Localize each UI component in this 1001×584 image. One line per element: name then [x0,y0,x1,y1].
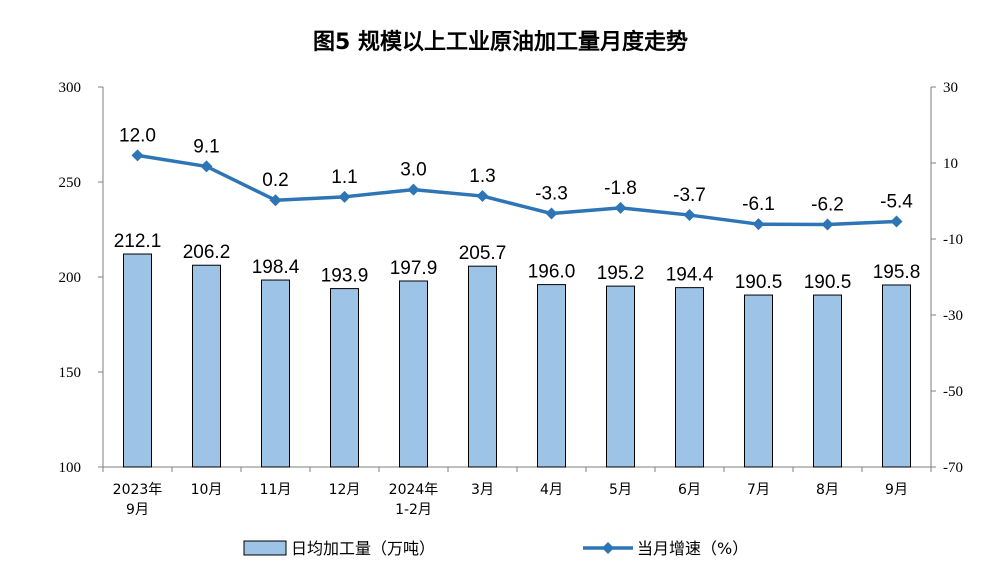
line-data-label: 1.3 [469,166,495,187]
bar [192,264,221,468]
x-category-label: 8月 [816,482,839,498]
x-category-label: 9月 [885,482,908,498]
right-tick-label: -70 [943,460,963,476]
bar [123,253,152,468]
x-category-label: 4月 [540,482,563,498]
line-data-label: -3.3 [535,184,568,205]
line-labels: 12.0 9.1 0.2 1.1 3.0 1.3 -3.3 -1.8 -3.7 -6.1 -6.2 -… [119,125,913,215]
bar-data-label: 212.1 [114,231,162,252]
x-category-label: 6月 [678,482,701,498]
line-point [269,194,282,207]
line-data-label: 0.2 [262,170,288,191]
right-tick-label: -50 [943,384,963,400]
bar [468,265,497,468]
bar-data-label: 206.2 [183,242,231,263]
bar-data-label: 195.8 [873,262,921,283]
line-point [821,218,834,231]
bar [813,294,842,468]
line-point [752,218,765,231]
legend-line-marker [602,542,614,554]
bar-data-label: 194.4 [666,265,714,286]
legend: 日均加工量（万吨） 当月增速（%） [243,539,748,558]
legend-bar-label: 日均加工量（万吨） [291,539,435,558]
bar-data-label: 198.4 [252,257,300,278]
right-tick-label: 30 [943,80,958,96]
line-point [614,201,627,214]
left-tick-label: 200 [59,270,82,286]
x-category-label: 5月 [609,482,632,498]
line-point [200,160,213,173]
bar-data-label: 190.5 [735,272,783,293]
line-point [407,183,420,196]
line-data-label: 1.1 [331,167,357,188]
line-data-label: 12.0 [119,125,156,146]
x-category-label: 12月 [329,482,361,498]
bar-data-label: 197.9 [390,258,438,279]
x-category-label: 10月 [191,482,223,498]
line-point [545,207,558,220]
bar [606,285,635,468]
right-tick-label: -10 [943,232,963,248]
line-data-label: 9.1 [193,136,219,157]
x-category-label: 3月 [471,482,494,498]
legend-bar-swatch [243,540,287,556]
line-data-label: -3.7 [673,185,706,206]
bar-data-label: 205.7 [459,243,507,264]
bar-data-label: 190.5 [804,272,852,293]
x-category-label: 9月 [126,502,149,518]
axes: 100 150 200 250 300 -70 -50 -30 -10 10 30 [59,80,964,476]
bar [261,279,290,468]
bar-labels: 212.1 206.2 198.4 193.9 197.9 205.7 196.0 195.2… [114,231,921,293]
bar [675,287,704,468]
x-category-label: 7月 [747,482,770,498]
legend-line-label: 当月增速（%） [637,539,748,558]
line-point [476,190,489,203]
left-tick-label: 100 [59,460,82,476]
line-path [137,153,897,227]
x-category-label: 2024年 [389,482,439,498]
line-series [131,149,903,231]
right-tick-label: -30 [943,308,963,324]
line-data-label: -5.4 [880,192,913,213]
bar [399,280,428,468]
bar [537,284,566,468]
bar-data-label: 196.0 [528,262,576,283]
bar-data-label: 193.9 [321,266,369,287]
line-point [131,149,144,162]
line-data-label: 3.0 [400,160,426,181]
right-tick-label: 10 [943,156,958,172]
category-labels: 2023年 9月 10月 11月 12月 2024年 1-2月 3月 4月 5月 6月 7月 8月 9月 [113,482,908,518]
line-data-label: -6.1 [742,194,775,215]
bar [882,284,911,468]
bar-series [123,253,911,468]
bar [330,288,359,468]
left-tick-label: 300 [59,80,82,96]
bar-data-label: 195.2 [597,263,645,284]
chart-title: 图5 规模以上工业原油加工量月度走势 [313,30,688,55]
line-point [890,215,903,228]
bar [744,294,773,468]
x-category-label: 1-2月 [395,502,432,518]
left-tick-label: 250 [59,175,82,191]
x-category-label: 11月 [260,482,292,498]
x-category-label: 2023年 [113,482,163,498]
line-data-label: -6.2 [811,195,844,216]
line-point [683,209,696,222]
left-tick-label: 150 [59,365,82,381]
line-point [338,190,351,203]
line-data-label: -1.8 [604,178,637,199]
